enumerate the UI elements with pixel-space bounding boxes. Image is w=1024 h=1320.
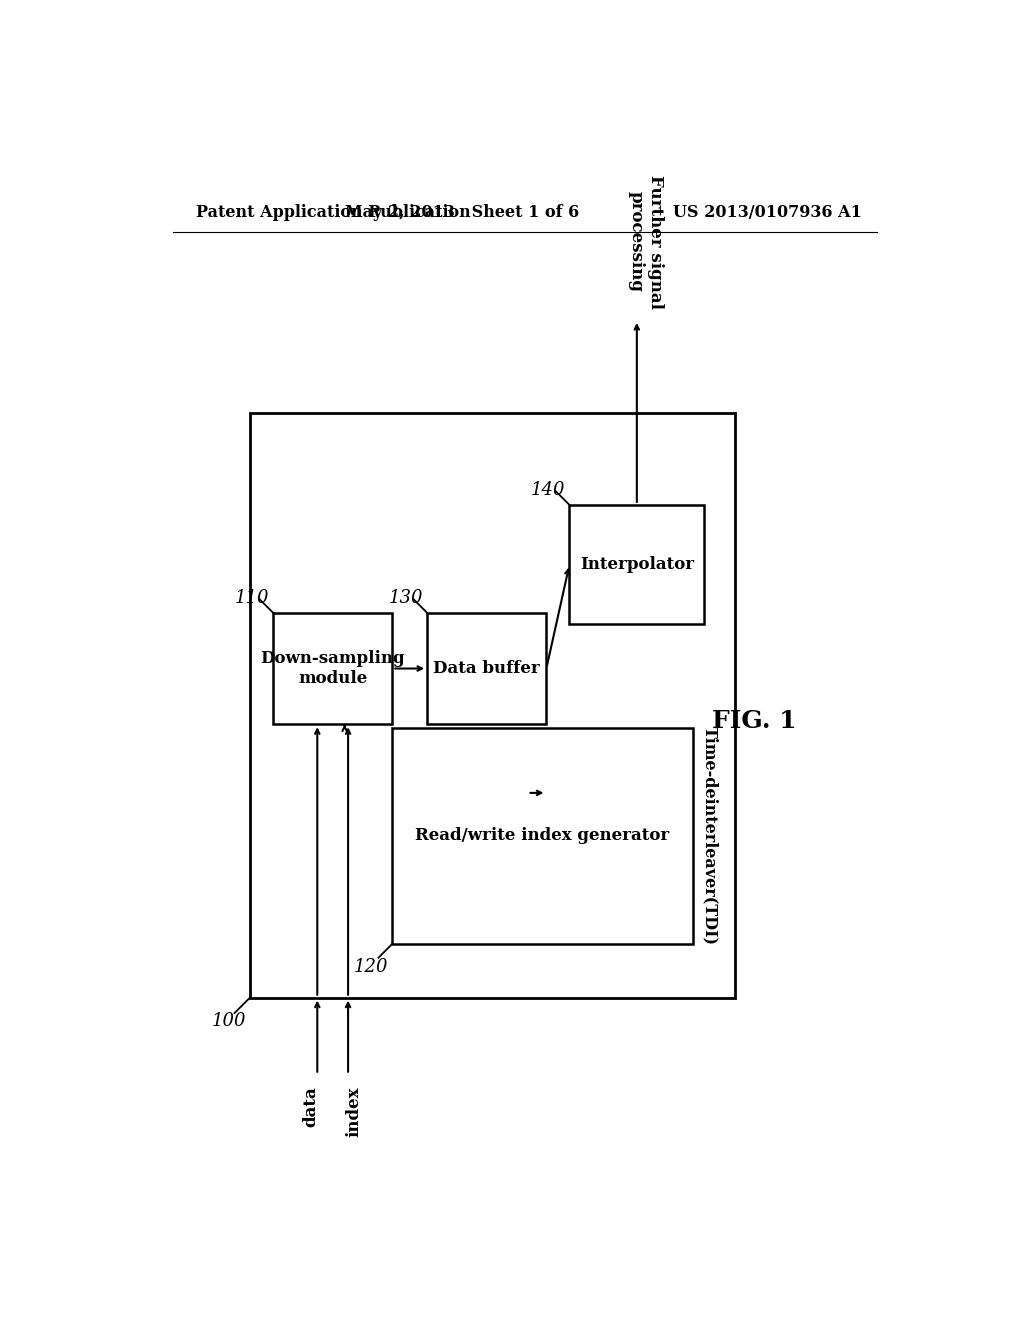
Text: Interpolator: Interpolator [580,556,694,573]
Text: Time-deinterleaver(TDI): Time-deinterleaver(TDI) [701,726,719,945]
Text: Data buffer: Data buffer [433,660,540,677]
Bar [250,412,735,998]
Text: Patent Application Publication: Patent Application Publication [196,203,471,220]
Text: May 2, 2013   Sheet 1 of 6: May 2, 2013 Sheet 1 of 6 [344,203,579,220]
Text: Down-sampling
module: Down-sampling module [260,651,406,686]
Text: 100: 100 [212,1011,246,1030]
Bar [273,612,392,725]
Bar [427,612,547,725]
Text: 110: 110 [234,589,269,607]
Bar [569,506,705,624]
Text: data: data [303,1086,319,1127]
Text: 120: 120 [354,958,388,975]
Text: 140: 140 [531,480,565,499]
Text: FIG. 1: FIG. 1 [712,709,797,733]
Text: US 2013/0107936 A1: US 2013/0107936 A1 [673,203,862,220]
Text: Further signal
processing: Further signal processing [628,174,665,309]
Text: 130: 130 [389,589,423,607]
Text: Read/write index generator: Read/write index generator [416,828,670,845]
Bar [392,729,692,944]
Text: index: index [346,1086,362,1137]
